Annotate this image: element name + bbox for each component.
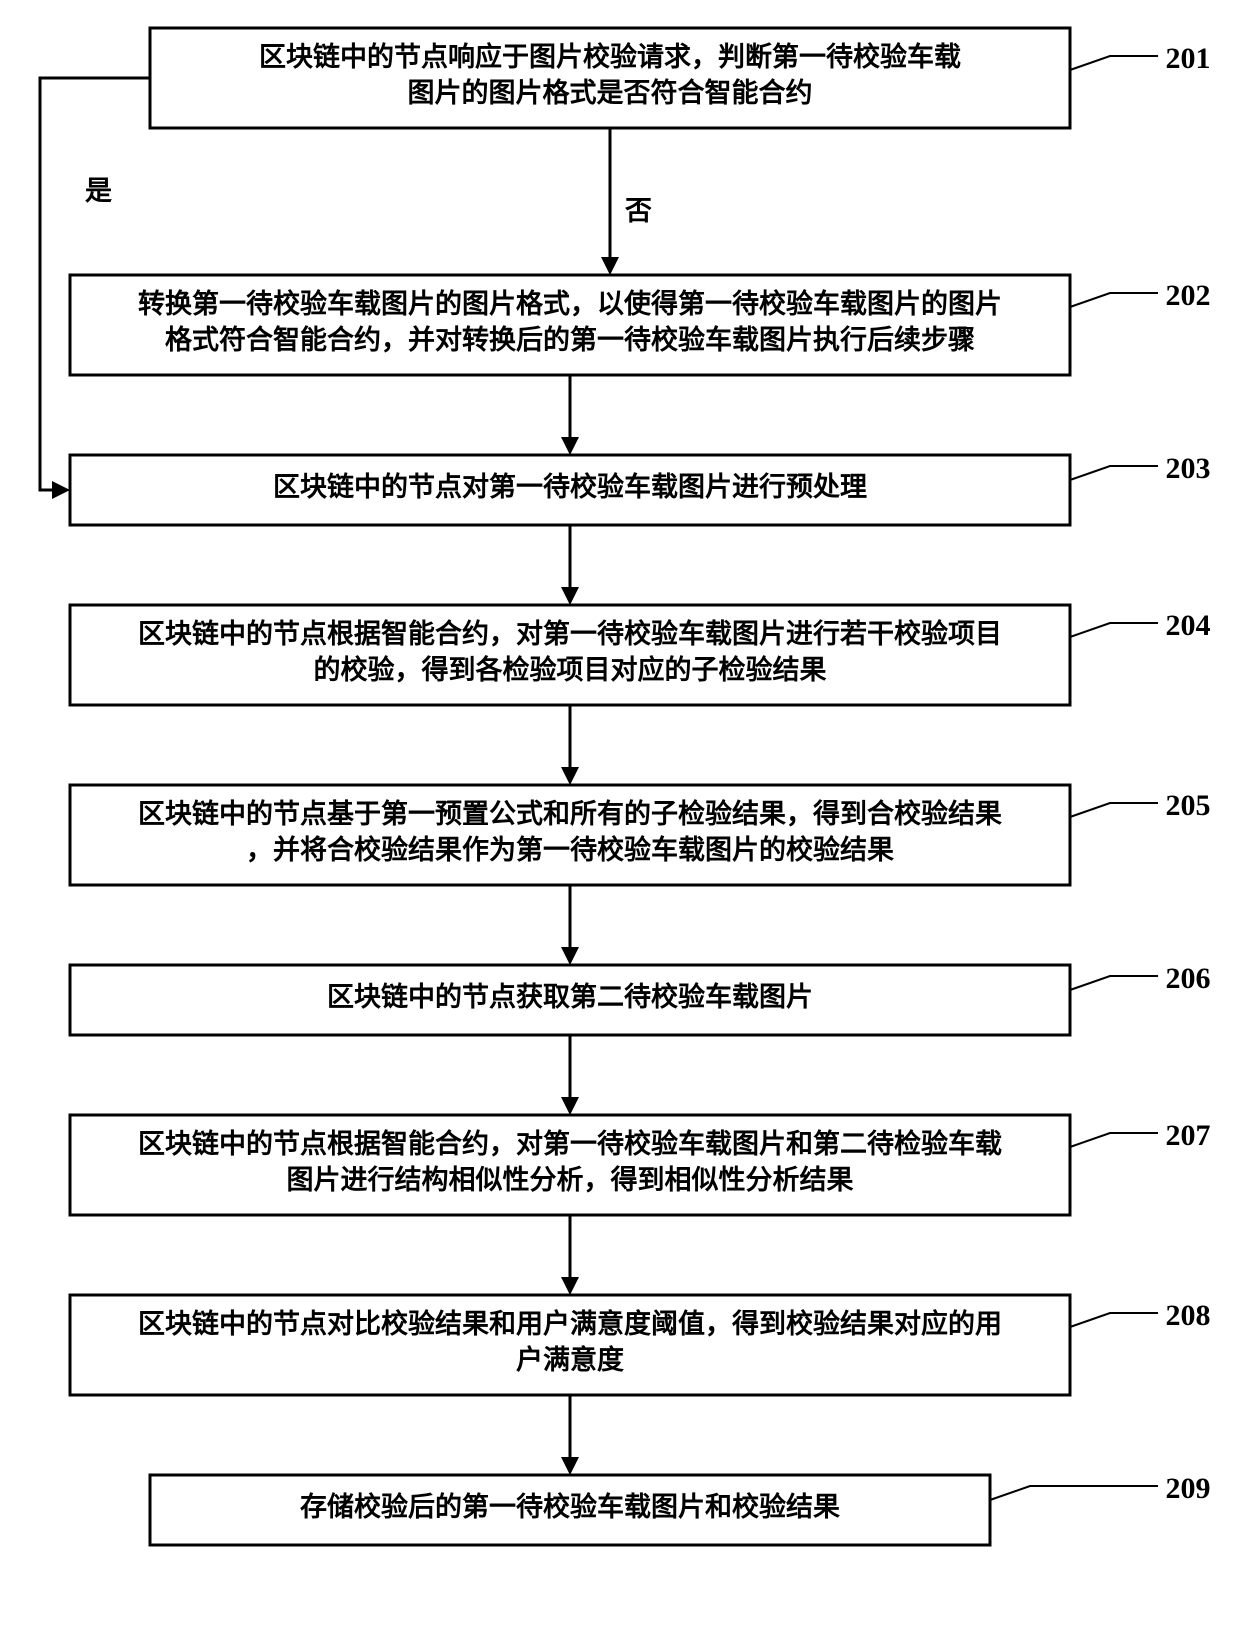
branch-label-yes: 是 [85,176,112,206]
flow-node-209-text-line-0: 存储校验后的第一待校验车载图片和校验结果 [300,1491,840,1522]
leader-201 [1070,56,1158,70]
flow-node-208-text-line-1: 户满意度 [516,1344,624,1375]
flow-node-207-text-line-1: 图片进行结构相似性分析，得到相似性分析结果 [287,1164,854,1195]
flow-node-204-text-line-1: 的校验，得到各检验项目对应的子检验结果 [314,654,827,685]
step-label-205: 205 [1166,789,1211,822]
edge-203-204-arrow [561,587,579,605]
flow-node-207-text-line-0: 区块链中的节点根据智能合约，对第一待校验车载图片和第二待检验车载 [138,1128,1002,1159]
flow-node-203: 区块链中的节点对第一待校验车载图片进行预处理 [70,455,1070,525]
leader-206 [1070,976,1158,990]
flow-node-203-text-line-0: 区块链中的节点对第一待校验车载图片进行预处理 [273,471,867,502]
edge-201-203-arrow [52,481,70,499]
step-label-207: 207 [1166,1119,1211,1152]
flow-node-207: 区块链中的节点根据智能合约，对第一待校验车载图片和第二待检验车载图片进行结构相似… [70,1115,1070,1215]
flowchart-canvas: 否 是 区块链中的节点响应于图片校验请求，判断第一待校验车载图片的图片格式是否符合智… [0,0,1240,1634]
flow-node-205-text-line-1: ，并将合校验结果作为第一待校验车载图片的校验结果 [246,834,894,865]
leader-202 [1070,293,1158,307]
leader-203 [1070,466,1158,480]
step-label-203: 203 [1166,452,1211,485]
step-label-201: 201 [1166,42,1211,75]
step-label-209: 209 [1166,1472,1211,1505]
flow-node-201-text-line-0: 区块链中的节点响应于图片校验请求，判断第一待校验车载 [259,41,961,72]
flow-node-208-text-line-0: 区块链中的节点对比校验结果和用户满意度阈值，得到校验结果对应的用 [138,1308,1002,1339]
leader-208 [1070,1313,1158,1327]
flow-node-204: 区块链中的节点根据智能合约，对第一待校验车载图片进行若干校验项目的校验，得到各检… [70,605,1070,705]
flow-node-205-text-line-0: 区块链中的节点基于第一预置公式和所有的子检验结果，得到合校验结果 [138,798,1002,829]
step-label-202: 202 [1166,279,1211,312]
flow-node-202-text-line-0: 转换第一待校验车载图片的图片格式，以使得第一待校验车载图片的图片 [138,288,1002,319]
edge-205-206-arrow [561,947,579,965]
flow-node-202: 转换第一待校验车载图片的图片格式，以使得第一待校验车载图片的图片格式符合智能合约… [70,275,1070,375]
branch-label-no: 否 [625,196,652,226]
leader-207 [1070,1133,1158,1147]
flow-node-208: 区块链中的节点对比校验结果和用户满意度阈值，得到校验结果对应的用户满意度 [70,1295,1070,1395]
leader-209 [990,1486,1158,1500]
flow-node-204-text-line-0: 区块链中的节点根据智能合约，对第一待校验车载图片进行若干校验项目 [138,618,1002,649]
edge-202-203-arrow [561,437,579,455]
flow-node-202-text-line-1: 格式符合智能合约，并对转换后的第一待校验车载图片执行后续步骤 [165,324,975,355]
flow-node-201: 区块链中的节点响应于图片校验请求，判断第一待校验车载图片的图片格式是否符合智能合… [150,28,1070,128]
flow-node-201-text-line-1: 图片的图片格式是否符合智能合约 [408,77,813,108]
leader-204 [1070,623,1158,637]
flow-node-205: 区块链中的节点基于第一预置公式和所有的子检验结果，得到合校验结果 ，并将合校验结果… [70,785,1070,885]
leader-205 [1070,803,1158,817]
edge-204-205-arrow [561,767,579,785]
step-label-206: 206 [1166,962,1211,995]
edge-208-209-arrow [561,1457,579,1475]
edge-206-207-arrow [561,1097,579,1115]
step-label-208: 208 [1166,1299,1211,1332]
edge-201-202-arrow [601,257,619,275]
edge-207-208-arrow [561,1277,579,1295]
step-label-204: 204 [1166,609,1211,642]
flow-node-206-text-line-0: 区块链中的节点获取第二待校验车载图片 [327,981,813,1012]
flow-node-206: 区块链中的节点获取第二待校验车载图片 [70,965,1070,1035]
flow-node-209: 存储校验后的第一待校验车载图片和校验结果 [150,1475,990,1545]
